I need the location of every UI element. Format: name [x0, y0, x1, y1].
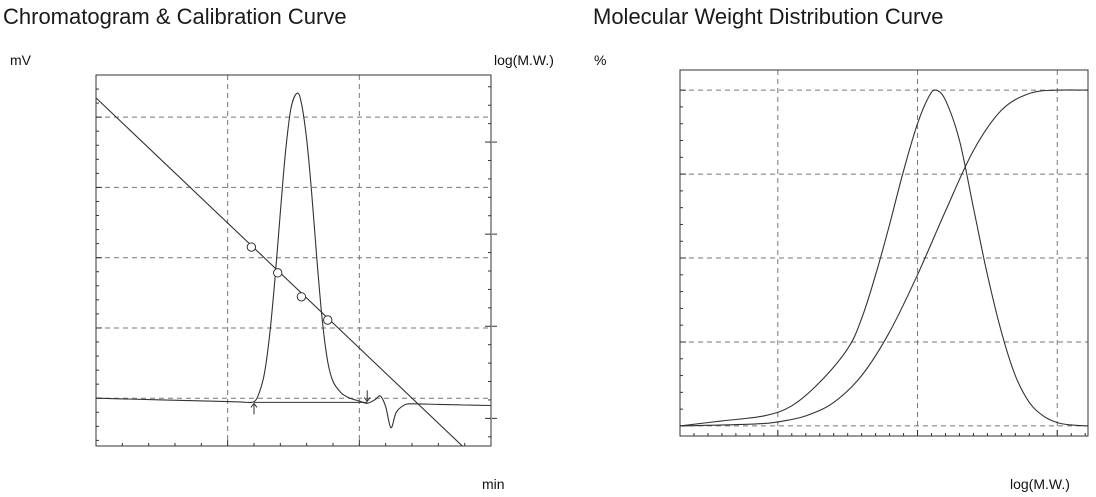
- chromatogram-signal-line: [96, 92, 491, 429]
- distribution-x-axis-label: log(M.W.): [1010, 476, 1070, 492]
- distribution-differential-line: [680, 89, 1088, 427]
- calibration-point-0: [246, 242, 257, 252]
- chromatogram-chart: mV log(M.W.) min: [10, 52, 554, 492]
- distribution-y-axis-label: %: [594, 52, 606, 68]
- distribution-plot-frame: [679, 69, 1089, 437]
- chromatogram-title: Chromatogram & Calibration Curve: [3, 4, 347, 29]
- calibration-point-2: [296, 292, 307, 302]
- chromatogram-plot-area: [96, 92, 491, 446]
- distribution-plot-area: [680, 89, 1088, 427]
- calibration-line: [96, 97, 464, 446]
- chromatogram-plot-frame: [95, 74, 492, 447]
- calibration-point-1: [273, 268, 283, 278]
- distribution-integral-line: [680, 89, 1088, 427]
- integration-end-marker: [363, 390, 371, 403]
- integration-start-marker: [250, 402, 258, 415]
- chromatogram-left-axis-label: mV: [10, 52, 32, 68]
- calibration-point-3: [323, 315, 333, 325]
- distribution-title: Molecular Weight Distribution Curve: [593, 4, 944, 29]
- chromatogram-x-axis-label: min: [482, 476, 505, 492]
- distribution-chart: % log(M.W.): [594, 52, 1089, 492]
- chromatogram-right-axis-label: log(M.W.): [494, 52, 554, 68]
